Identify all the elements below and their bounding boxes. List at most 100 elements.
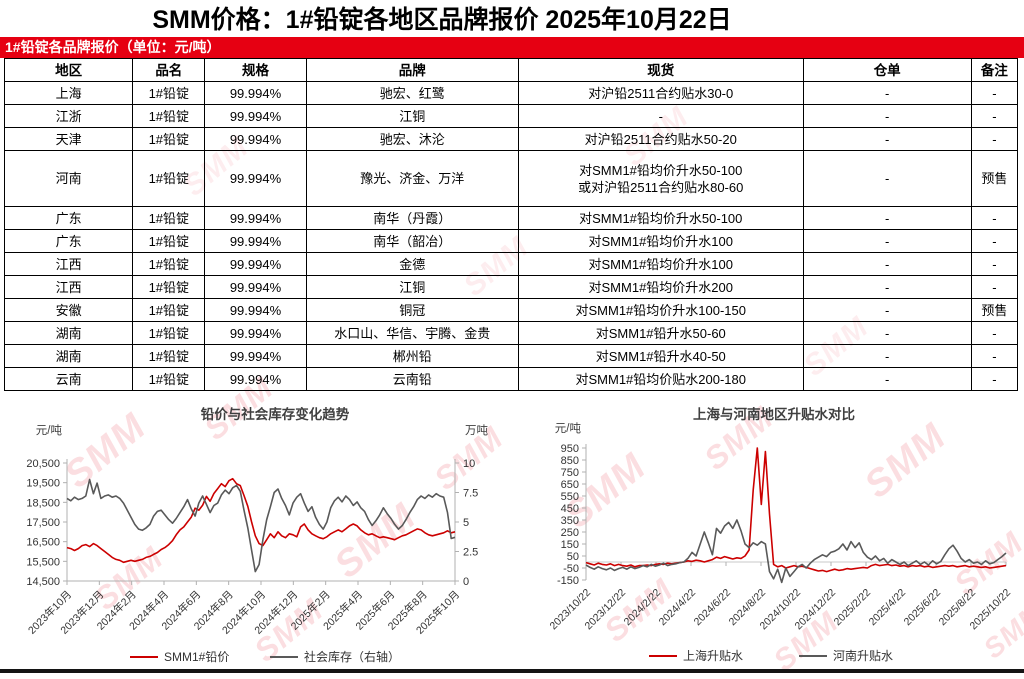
cell-spot: 对SMM1#铅均价升水100 — [517, 252, 804, 276]
legend-label: 河南升贴水 — [833, 648, 893, 663]
spot-line: 对SMM1#铅升水50-60 — [595, 325, 726, 341]
cell-warrant: - — [802, 127, 972, 151]
right-axis-unit: 万吨 — [465, 424, 488, 437]
left-axis-tick-label: 19,500 — [26, 478, 60, 490]
spot-line: 对SMM1#铅均价升水100-150 — [575, 302, 747, 318]
cell-warrant: - — [802, 81, 972, 105]
cell-product: 1#铅锭 — [132, 252, 206, 276]
cell-spec: 99.994% — [204, 298, 307, 322]
spot-line: 对SMM1#铅均价升水100 — [588, 256, 733, 272]
legend-label: 上海升贴水 — [683, 648, 743, 663]
cell-region: 江浙 — [3, 104, 134, 128]
right-axis-tick-label: 5 — [463, 517, 469, 529]
spot-line: 对沪铅2511合约贴水30-0 — [588, 85, 734, 101]
cell-spec: 99.994% — [204, 127, 307, 151]
spot-line: 对SMM1#铅均价升水100 — [588, 233, 733, 249]
cell-product: 1#铅锭 — [132, 367, 206, 391]
cell-region: 广东 — [3, 229, 134, 253]
table-row: 江西 1#铅锭 99.994% 江铜 对SMM1#铅均价升水200 - - — [3, 275, 1019, 299]
cell-product: 1#铅锭 — [132, 344, 206, 368]
cell-spot: 对SMM1#铅均价贴水200-180 — [517, 367, 804, 391]
left-axis-tick-label: 150 — [561, 539, 579, 551]
cell-brand: 云南铅 — [305, 367, 519, 391]
spot-line: 对沪铅2511合约贴水50-20 — [584, 131, 737, 147]
left-axis-tick-label: 250 — [561, 527, 579, 539]
cell-spot: 对SMM1#铅均价升水200 — [517, 275, 804, 299]
spot-line: 对SMM1#铅均价升水50-100 — [579, 210, 743, 226]
cell-note: - — [970, 321, 1019, 345]
cell-brand: 南华（丹霞） — [305, 206, 519, 230]
left-axis-unit: 元/吨 — [36, 424, 63, 437]
series-line — [66, 477, 456, 564]
x-axis-tick-label: 2024/2/22 — [622, 587, 664, 629]
chart-title: 上海与河南地区升贴水对比 — [693, 406, 855, 422]
cell-warrant: - — [802, 275, 972, 299]
cell-note: - — [970, 367, 1019, 391]
cell-warrant: - — [802, 321, 972, 345]
right-axis-tick-label: 2.5 — [463, 547, 478, 559]
cell-spec: 99.994% — [204, 275, 307, 299]
left-axis-tick-label: -50 — [563, 563, 579, 575]
cell-note: - — [970, 275, 1019, 299]
table-row: 江浙 1#铅锭 99.994% 江铜 - - - — [3, 104, 1019, 128]
left-axis-tick-label: 15,500 — [26, 556, 60, 568]
cell-warrant: - — [802, 229, 972, 253]
table-row: 江西 1#铅锭 99.994% 金德 对SMM1#铅均价升水100 - - — [3, 252, 1019, 276]
cell-spec: 99.994% — [204, 81, 307, 105]
cell-region: 江西 — [3, 275, 134, 299]
cell-warrant: - — [802, 206, 972, 230]
cell-spot: 对SMM1#铅升水50-60 — [517, 321, 804, 345]
series-line — [585, 447, 1007, 573]
left-axis-tick-label: 350 — [561, 515, 579, 527]
left-axis-tick-label: 20,500 — [26, 458, 60, 470]
cell-region: 上海 — [3, 81, 134, 105]
cell-brand: 江铜 — [305, 275, 519, 299]
right-axis-tick-label: 10 — [463, 458, 475, 470]
section-banner-label: 1#铅锭各品牌报价（单位：元/吨） — [5, 39, 221, 55]
x-axis-tick-label: 2025/2/22 — [832, 587, 874, 629]
legend-label: SMM1#铅价 — [164, 650, 229, 664]
left-axis-tick-label: -150 — [557, 575, 579, 587]
left-axis-tick-label: 650 — [561, 479, 579, 491]
cell-warrant: - — [802, 367, 972, 391]
left-axis-tick-label: 750 — [561, 467, 579, 479]
cell-spec: 99.994% — [204, 367, 307, 391]
table-row: 湖南 1#铅锭 99.994% 水口山、华信、宇腾、金贵 对SMM1#铅升水50-60 -… — [3, 321, 1019, 345]
right-axis-tick-label: 7.5 — [463, 488, 478, 500]
cell-product: 1#铅锭 — [132, 298, 206, 322]
cell-brand: 金德 — [305, 252, 519, 276]
cell-spot: 对沪铅2511合约贴水30-0 — [517, 81, 804, 105]
x-axis-tick-label: 2024/4/22 — [657, 587, 699, 629]
spot-line: 对SMM1#铅均价升水200 — [588, 279, 733, 295]
cell-region: 安徽 — [3, 298, 134, 322]
cell-brand: 豫光、济金、万洋 — [305, 150, 519, 207]
column-header: 仓单 — [802, 58, 972, 82]
cell-product: 1#铅锭 — [132, 150, 206, 207]
x-axis-tick-label: 2025/6/22 — [902, 587, 944, 629]
cell-product: 1#铅锭 — [132, 275, 206, 299]
cell-spec: 99.994% — [204, 252, 307, 276]
spot-line: 对SMM1#铅均价贴水200-180 — [575, 371, 747, 387]
series-line — [66, 478, 456, 573]
left-axis-tick-label: 16,500 — [26, 537, 60, 549]
cell-note: - — [970, 81, 1019, 105]
legend-label: 社会库存（右轴） — [304, 649, 400, 664]
table-row: 广东 1#铅锭 99.994% 南华（韶冶） 对SMM1#铅均价升水100 - - — [3, 229, 1019, 253]
cell-product: 1#铅锭 — [132, 127, 206, 151]
right-axis-tick-label: 0 — [463, 576, 469, 588]
cell-product: 1#铅锭 — [132, 321, 206, 345]
column-header: 现货 — [517, 58, 804, 82]
cell-spec: 99.994% — [204, 344, 307, 368]
cell-note: - — [970, 104, 1019, 128]
cell-region: 云南 — [3, 367, 134, 391]
cell-brand: 驰宏、沐沦 — [305, 127, 519, 151]
x-axis-tick-label: 2024/6/22 — [692, 587, 734, 629]
cell-spec: 99.994% — [204, 321, 307, 345]
column-header: 地区 — [3, 58, 134, 82]
column-header: 品名 — [132, 58, 206, 82]
cell-brand: 江铜 — [305, 104, 519, 128]
cell-region: 湖南 — [3, 344, 134, 368]
cell-spot: 对沪铅2511合约贴水50-20 — [517, 127, 804, 151]
spot-line: 对SMM1#铅升水40-50 — [595, 348, 726, 364]
spot-line: - — [658, 108, 663, 124]
